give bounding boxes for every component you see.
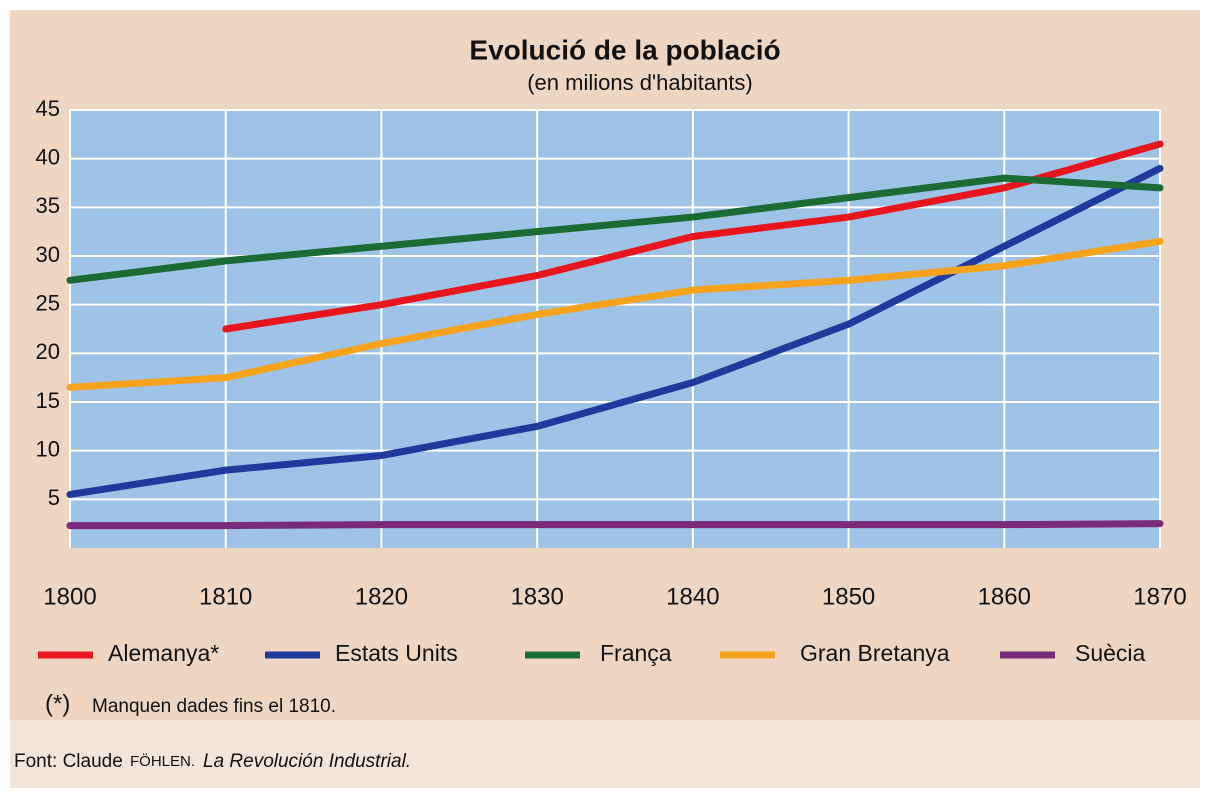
chart-title: Evolució de la població bbox=[469, 34, 780, 65]
series-line bbox=[70, 524, 1160, 526]
x-tick-label: 1840 bbox=[666, 583, 719, 610]
x-tick-label: 1860 bbox=[978, 583, 1031, 610]
legend-label: Gran Bretanya bbox=[800, 640, 950, 666]
chart: Evolució de la població (en milions d'ha… bbox=[0, 0, 1210, 798]
y-tick-label: 35 bbox=[36, 193, 60, 218]
y-tick-label: 45 bbox=[36, 96, 60, 121]
x-tick-label: 1850 bbox=[822, 583, 875, 610]
x-tick-label: 1810 bbox=[199, 583, 252, 610]
footnote: Manquen dades fins el 1810. bbox=[92, 696, 336, 717]
y-tick-label: 40 bbox=[36, 144, 60, 169]
source-title: La Revolución Industrial. bbox=[203, 751, 411, 772]
footnote-mark: (*) bbox=[45, 690, 70, 717]
y-tick-label: 5 bbox=[48, 485, 60, 510]
source-author: FÖHLEN. bbox=[130, 752, 195, 770]
y-tick-label: 15 bbox=[36, 388, 60, 413]
source-prefix: Font: Claude bbox=[14, 751, 123, 772]
legend-label: Estats Units bbox=[335, 640, 458, 666]
x-tick-label: 1870 bbox=[1133, 583, 1186, 610]
legend-label: Suècia bbox=[1075, 640, 1146, 666]
y-tick-label: 10 bbox=[36, 436, 60, 461]
chart-subtitle: (en milions d'habitants) bbox=[527, 70, 753, 95]
legend-label: Alemanya* bbox=[108, 640, 219, 666]
x-tick-label: 1830 bbox=[510, 583, 563, 610]
legend-label: França bbox=[600, 640, 672, 666]
x-tick-label: 1820 bbox=[355, 583, 408, 610]
x-tick-label: 1800 bbox=[43, 583, 96, 610]
y-tick-label: 25 bbox=[36, 290, 60, 315]
y-tick-label: 20 bbox=[36, 339, 60, 364]
y-tick-label: 30 bbox=[36, 242, 60, 267]
